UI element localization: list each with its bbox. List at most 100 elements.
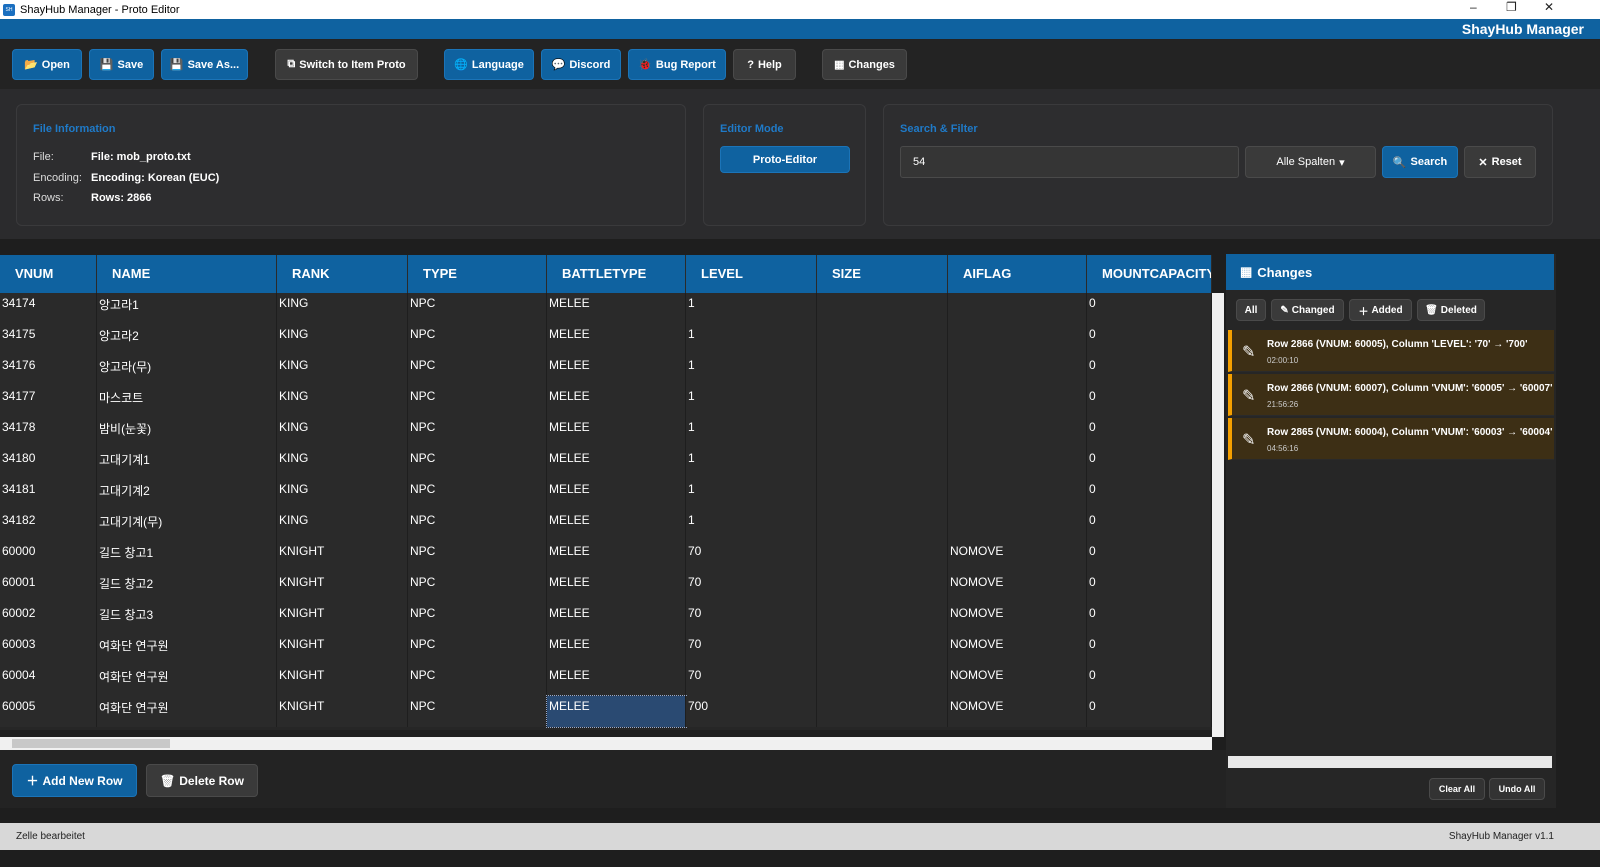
table-cell[interactable]: KNIGHT (277, 541, 408, 572)
table-cell[interactable] (948, 293, 1087, 324)
change-item[interactable]: ✎ Row 2866 (VNUM: 60007), Column 'VNUM': … (1228, 374, 1554, 416)
add-row-button[interactable]: ＋ Add New Row (12, 764, 137, 797)
vertical-scrollbar[interactable] (1212, 293, 1224, 737)
table-cell[interactable]: NPC (408, 665, 547, 696)
filter-deleted[interactable]: 🗑 Deleted (1417, 299, 1485, 321)
discord-button[interactable]: 💬 Discord (541, 49, 621, 80)
filter-all[interactable]: All (1236, 299, 1266, 321)
table-cell[interactable]: 0 (1087, 510, 1212, 541)
table-cell[interactable]: KING (277, 417, 408, 448)
column-header[interactable]: VNUM (0, 255, 97, 293)
table-cell[interactable]: NOMOVE (948, 665, 1087, 696)
table-row[interactable]: 34174 앙고라1 KING NPC MELEE 1 0 (0, 293, 1212, 324)
table-cell[interactable]: 마스코트 (97, 386, 277, 417)
table-cell[interactable] (817, 696, 948, 727)
table-cell[interactable]: MELEE (547, 386, 686, 417)
table-cell[interactable]: NPC (408, 479, 547, 510)
table-cell[interactable]: 60000 (0, 541, 97, 572)
table-cell[interactable]: MELEE (547, 293, 686, 324)
table-row[interactable]: 34177 마스코트 KING NPC MELEE 1 0 (0, 386, 1212, 417)
table-cell[interactable]: NOMOVE (948, 541, 1087, 572)
table-cell[interactable]: 0 (1087, 634, 1212, 665)
table-cell[interactable] (817, 634, 948, 665)
table-cell[interactable]: KING (277, 324, 408, 355)
minimize-icon[interactable]: – (1470, 0, 1477, 14)
undo-all-button[interactable]: Undo All (1489, 778, 1545, 800)
table-cell[interactable]: 60003 (0, 634, 97, 665)
table-cell[interactable]: 0 (1087, 448, 1212, 479)
table-cell[interactable]: 앙고라2 (97, 324, 277, 355)
table-cell[interactable] (817, 417, 948, 448)
table-cell[interactable]: 34178 (0, 417, 97, 448)
table-row[interactable]: 34181 고대기계2 KING NPC MELEE 1 0 (0, 479, 1212, 510)
table-cell[interactable]: 34175 (0, 324, 97, 355)
table-cell[interactable]: 0 (1087, 417, 1212, 448)
table-cell[interactable] (817, 572, 948, 603)
table-cell[interactable]: 0 (1087, 603, 1212, 634)
table-cell[interactable]: MELEE (547, 572, 686, 603)
table-cell[interactable]: 700 (686, 696, 817, 727)
language-button[interactable]: 🌐 Language (444, 49, 534, 80)
table-cell[interactable]: MELEE (547, 479, 686, 510)
table-cell[interactable] (817, 386, 948, 417)
table-cell[interactable] (817, 541, 948, 572)
table-row[interactable]: 60005 여화단 연구원 KNIGHT NPC MELEE 700 NOMOVE 0 (0, 695, 1212, 728)
table-cell[interactable]: MELEE (547, 510, 686, 541)
table-cell[interactable]: NPC (408, 355, 547, 386)
table-cell[interactable]: 1 (686, 479, 817, 510)
table-cell[interactable]: KING (277, 386, 408, 417)
table-row[interactable]: 60004 여화단 연구원 KNIGHT NPC MELEE 70 NOMOVE 0 (0, 665, 1212, 696)
table-cell[interactable]: 34180 (0, 448, 97, 479)
horizontal-scrollbar[interactable] (0, 737, 1212, 750)
table-cell[interactable]: MELEE (547, 665, 686, 696)
search-button[interactable]: 🔍 Search (1382, 146, 1458, 178)
table-cell[interactable]: MELEE (547, 355, 686, 386)
column-header[interactable]: LEVEL (686, 255, 817, 293)
column-header[interactable]: BATTLETYPE (547, 255, 686, 293)
table-cell[interactable]: 34174 (0, 293, 97, 324)
table-cell[interactable]: 1 (686, 448, 817, 479)
table-cell[interactable] (948, 386, 1087, 417)
table-cell[interactable]: 70 (686, 572, 817, 603)
clear-all-button[interactable]: Clear All (1429, 778, 1485, 800)
table-cell[interactable]: KING (277, 510, 408, 541)
save-button[interactable]: 💾 Save (89, 49, 154, 80)
table-cell[interactable]: 1 (686, 293, 817, 324)
table-row[interactable]: 34180 고대기계1 KING NPC MELEE 1 0 (0, 448, 1212, 479)
table-row[interactable]: 34175 앙고라2 KING NPC MELEE 1 0 (0, 324, 1212, 355)
proto-editor-button[interactable]: Proto-Editor (720, 146, 850, 173)
table-cell[interactable]: 길드 창고2 (97, 572, 277, 603)
table-cell[interactable]: 0 (1087, 572, 1212, 603)
table-cell[interactable]: MELEE (547, 417, 686, 448)
table-cell[interactable]: 34182 (0, 510, 97, 541)
table-row[interactable]: 60001 길드 창고2 KNIGHT NPC MELEE 70 NOMOVE 0 (0, 572, 1212, 603)
table-cell[interactable]: NOMOVE (948, 572, 1087, 603)
filter-changed[interactable]: ✎ Changed (1271, 299, 1344, 321)
table-cell[interactable]: NPC (408, 634, 547, 665)
table-cell[interactable]: 70 (686, 634, 817, 665)
table-cell[interactable] (817, 665, 948, 696)
column-header[interactable]: TYPE (408, 255, 547, 293)
table-cell[interactable] (948, 324, 1087, 355)
table-cell[interactable]: 여화단 연구원 (97, 634, 277, 665)
table-cell[interactable]: 고대기계1 (97, 448, 277, 479)
table-cell[interactable]: 0 (1087, 479, 1212, 510)
table-cell[interactable]: 여화단 연구원 (97, 696, 277, 727)
change-item[interactable]: ✎ Row 2865 (VNUM: 60004), Column 'VNUM': … (1228, 418, 1554, 460)
table-cell[interactable]: NPC (408, 696, 547, 727)
table-cell[interactable]: 70 (686, 665, 817, 696)
table-cell[interactable] (948, 355, 1087, 386)
table-cell[interactable] (817, 324, 948, 355)
column-header[interactable]: MOUNTCAPACITY (1087, 255, 1212, 293)
table-cell[interactable]: KNIGHT (277, 572, 408, 603)
table-cell[interactable]: NPC (408, 572, 547, 603)
table-cell[interactable]: NPC (408, 448, 547, 479)
bug-report-button[interactable]: 🐞 Bug Report (628, 49, 726, 80)
table-cell[interactable]: 길드 창고1 (97, 541, 277, 572)
table-cell[interactable]: 0 (1087, 293, 1212, 324)
table-cell[interactable]: NPC (408, 386, 547, 417)
table-cell[interactable]: 앙고라(무) (97, 355, 277, 386)
table-cell[interactable]: NPC (408, 417, 547, 448)
save-as-button[interactable]: 💾 Save As... (161, 49, 248, 80)
table-cell[interactable]: KING (277, 355, 408, 386)
